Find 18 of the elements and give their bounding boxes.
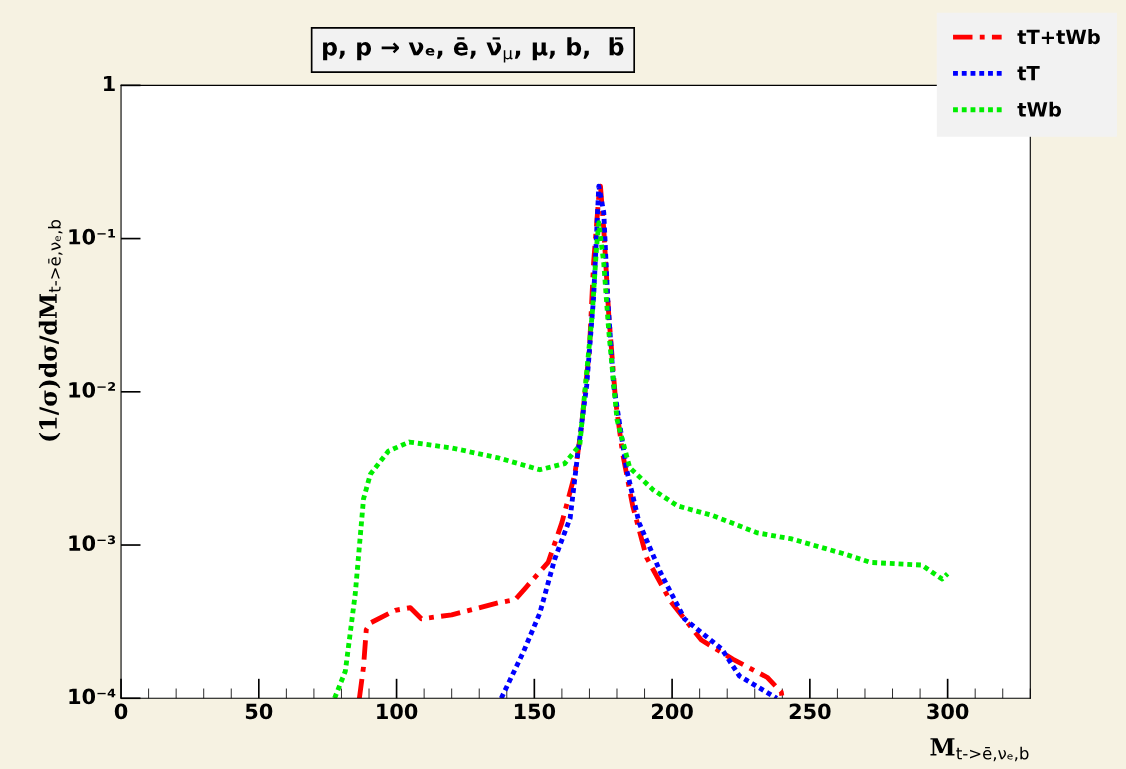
x-tick-label: 200 (652, 703, 693, 720)
legend-label: tT+tWb (1017, 29, 1100, 45)
x-tick-label: 0 (114, 703, 128, 720)
x-tick-label: 150 (514, 703, 556, 720)
y-tick-label: 10⁻¹ (69, 228, 116, 245)
legend-label: tWb (1017, 101, 1061, 117)
x-tick-label: 250 (789, 703, 831, 720)
y-tick-label: 1 (104, 75, 115, 92)
x-tick-label: 100 (377, 703, 418, 720)
x-axis-title: M$_{t->ē,νₑ,b}$ (930, 738, 1029, 762)
y-tick-label: 10⁻² (69, 382, 116, 398)
legend-label: tT (1017, 66, 1040, 81)
y-axis-title: (1/σ)dσ/dM$_{t->ē,νₑ,b}$ (38, 220, 63, 441)
y-tick-label: 10⁻⁴ (69, 688, 116, 705)
y-tick-label: 10⁻³ (69, 535, 116, 552)
x-tick-label: 300 (927, 703, 969, 720)
chart-title: p, p → νₑ, ē, ν̄$_{μ}$, μ, b, b̄ (323, 37, 624, 63)
x-tick-label: 50 (245, 703, 273, 720)
